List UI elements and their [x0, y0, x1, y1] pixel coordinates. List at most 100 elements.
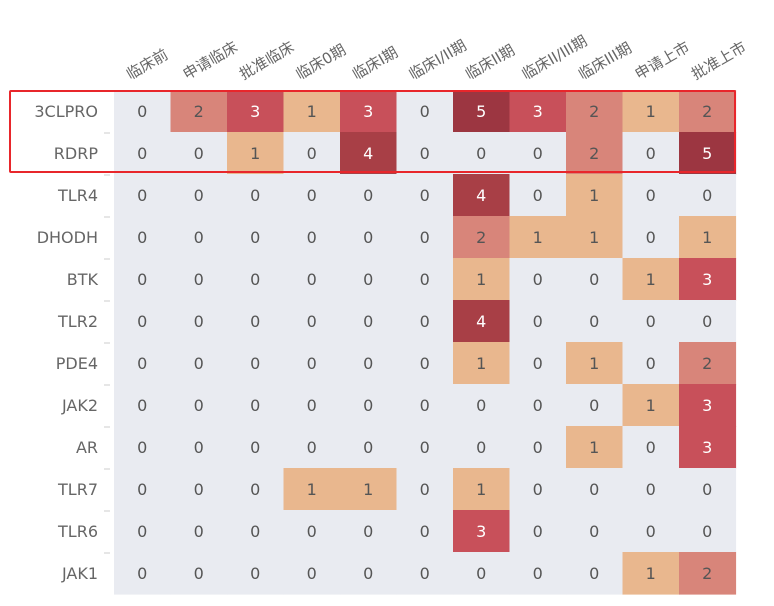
heatmap-cell-BTK-0	[114, 258, 172, 301]
heatmap-cell-TLR7-1	[170, 468, 228, 511]
cell-value-label: 0	[137, 480, 147, 499]
cell-value-label: 3	[533, 102, 543, 121]
cell-value-label: 1	[589, 228, 599, 247]
cell-value-label: 0	[702, 522, 712, 541]
heatmap-cell-JAK2-9	[622, 384, 680, 427]
cell-value-label: 1	[476, 354, 486, 373]
heatmap-cell-TLR2-10	[679, 300, 737, 343]
cell-value-label: 0	[307, 522, 317, 541]
cell-value-label: 0	[420, 522, 430, 541]
heatmap-cells: 0 2 3 1 3 0 5 3 2 1 2 0 0 1 0 4 0 0 0 2 0 5 0 0 0 0 0 0 4 0 1 0 0 0 0 0 0 0 0 2…	[114, 90, 737, 595]
heatmap-cell-JAK2-6	[453, 384, 511, 427]
heatmap-cell-AR-4	[340, 426, 398, 469]
heatmap-cell-AR-6	[453, 426, 511, 469]
row-label-JAK1: JAK1	[61, 564, 98, 583]
heatmap-cell-DHODH-7	[509, 216, 567, 259]
cell-value-label: 4	[476, 312, 486, 331]
cell-value-label: 0	[250, 186, 260, 205]
heatmap-cell-TLR2-0	[114, 300, 172, 343]
heatmap-cell-TLR7-0	[114, 468, 172, 511]
heatmap-cell-JAK1-4	[340, 552, 398, 595]
cell-value-label: 0	[420, 480, 430, 499]
heatmap-cell-JAK2-3	[283, 384, 341, 427]
heatmap-cell-AR-10	[679, 426, 737, 469]
col-label-2: 批准临床	[236, 38, 297, 84]
cell-value-label: 0	[646, 186, 656, 205]
heatmap-cell-DHODH-0	[114, 216, 172, 259]
col-label-0: 临床前	[123, 45, 171, 83]
y-axis-labels: 3CLPRO RDRP TLR4 DHODH BTK TLR2 PDE4 JAK2 AR TLR7…	[34, 90, 110, 583]
heatmap-cell-AR-5	[396, 426, 454, 469]
row-label-TLR7: TLR7	[57, 480, 98, 499]
cell-value-label: 0	[646, 144, 656, 163]
heatmap-cell-PDE4-7	[509, 342, 567, 385]
heatmap-cell-3CLPRO-0	[114, 90, 172, 133]
cell-value-label: 0	[420, 438, 430, 457]
heatmap-cell-DHODH-9	[622, 216, 680, 259]
heatmap-cell-DHODH-10	[679, 216, 737, 259]
cell-value-label: 0	[194, 312, 204, 331]
cell-value-label: 3	[250, 102, 260, 121]
heatmap-cell-DHODH-4	[340, 216, 398, 259]
cell-value-label: 0	[420, 312, 430, 331]
cell-value-label: 0	[307, 354, 317, 373]
heatmap-cell-DHODH-2	[227, 216, 285, 259]
col-label-10: 批准上市	[688, 38, 749, 84]
cell-value-label: 0	[194, 354, 204, 373]
heatmap-cell-TLR6-2	[227, 510, 285, 553]
heatmap-cell-3CLPRO-6	[453, 90, 511, 133]
cell-value-label: 0	[194, 396, 204, 415]
col-label-5: 临床I/II期	[406, 36, 470, 83]
cell-value-label: 0	[646, 228, 656, 247]
cell-value-label: 0	[533, 186, 543, 205]
heatmap-cell-TLR2-5	[396, 300, 454, 343]
cell-value-label: 0	[533, 564, 543, 583]
cell-value-label: 0	[137, 438, 147, 457]
heatmap-cell-RDRP-7	[509, 132, 567, 175]
cell-value-label: 0	[646, 312, 656, 331]
cell-value-label: 0	[194, 564, 204, 583]
heatmap-cell-RDRP-10	[679, 132, 737, 175]
heatmap-cell-JAK2-5	[396, 384, 454, 427]
heatmap-cell-JAK2-1	[170, 384, 228, 427]
cell-value-label: 0	[646, 480, 656, 499]
cell-value-label: 2	[702, 354, 712, 373]
heatmap-cell-JAK1-5	[396, 552, 454, 595]
cell-value-label: 1	[589, 354, 599, 373]
cell-value-label: 0	[363, 522, 373, 541]
cell-value-label: 0	[137, 102, 147, 121]
cell-value-label: 0	[702, 312, 712, 331]
heatmap-cell-JAK2-4	[340, 384, 398, 427]
cell-value-label: 0	[250, 354, 260, 373]
cell-value-label: 4	[476, 186, 486, 205]
cell-value-label: 1	[646, 270, 656, 289]
cell-value-label: 1	[533, 228, 543, 247]
heatmap-cell-JAK1-6	[453, 552, 511, 595]
heatmap-cell-PDE4-8	[566, 342, 624, 385]
heatmap-cell-TLR6-5	[396, 510, 454, 553]
row-label-JAK2: JAK2	[61, 396, 98, 415]
cell-value-label: 0	[194, 228, 204, 247]
col-label-4: 临床I期	[349, 43, 401, 83]
heatmap-cell-TLR4-5	[396, 174, 454, 217]
cell-value-label: 3	[702, 396, 712, 415]
cell-value-label: 0	[137, 312, 147, 331]
heatmap-cell-DHODH-6	[453, 216, 511, 259]
cell-value-label: 2	[476, 228, 486, 247]
heatmap-cell-TLR7-9	[622, 468, 680, 511]
heatmap-cell-TLR4-1	[170, 174, 228, 217]
cell-value-label: 3	[476, 522, 486, 541]
heatmap-cell-JAK1-1	[170, 552, 228, 595]
cell-value-label: 0	[250, 396, 260, 415]
cell-value-label: 0	[363, 186, 373, 205]
cell-value-label: 0	[533, 438, 543, 457]
heatmap-cell-3CLPRO-5	[396, 90, 454, 133]
heatmap-cell-RDRP-3	[283, 132, 341, 175]
heatmap-cell-AR-9	[622, 426, 680, 469]
cell-value-label: 0	[589, 522, 599, 541]
cell-value-label: 0	[420, 270, 430, 289]
heatmap-cell-PDE4-6	[453, 342, 511, 385]
heatmap-cell-RDRP-4	[340, 132, 398, 175]
